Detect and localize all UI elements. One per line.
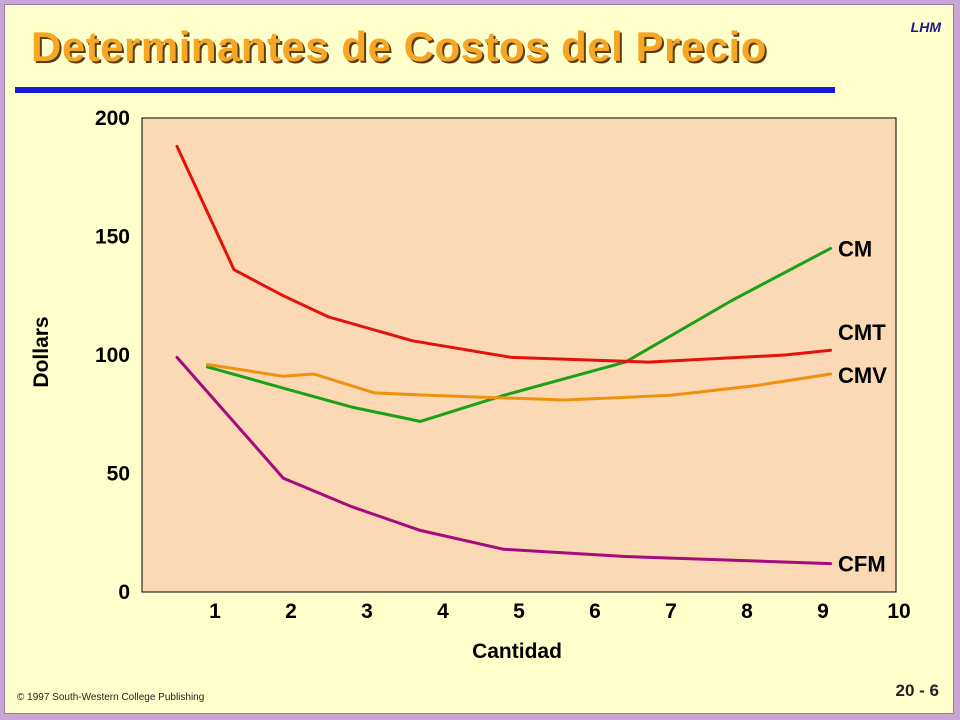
x-tick-label: 10 [887, 600, 910, 623]
series-label-cfm: CFM [838, 552, 886, 577]
title-underline [15, 87, 835, 93]
x-tick-label: 5 [513, 600, 525, 623]
copyright-text: © 1997 South-Western College Publishing [17, 692, 205, 703]
y-tick-label: 200 [95, 107, 130, 130]
x-tick-label: 1 [209, 600, 221, 623]
series-line-cm [205, 246, 833, 423]
author-tag: LHM [910, 19, 941, 35]
x-tick-label: 9 [817, 600, 829, 623]
y-tick-label: 0 [118, 581, 130, 604]
series-line-cmt [175, 144, 833, 364]
series-labels: CM CMT CMV CFM [838, 236, 887, 576]
x-tick-label: 4 [437, 600, 449, 623]
x-tick-label: 8 [741, 600, 753, 623]
series-label-cmv: CMV [838, 363, 887, 388]
y-tick-label: 50 [107, 463, 130, 486]
y-axis-title: Dollars [30, 316, 53, 387]
series-line-cfm [175, 355, 833, 566]
x-tick-label: 3 [361, 600, 373, 623]
page-number: 20 - 6 [895, 681, 939, 700]
series-group [175, 144, 833, 566]
x-tick-label: 2 [285, 600, 297, 623]
x-tick-label: 6 [589, 600, 601, 623]
series-line-cmv [205, 363, 833, 402]
x-axis-title: Cantidad [472, 640, 562, 663]
y-tick-label: 100 [95, 344, 130, 367]
x-tick-label: 7 [665, 600, 677, 623]
x-axis-ticks: 1 2 3 4 5 6 7 8 9 10 [209, 600, 911, 623]
y-axis-ticks: 0 50 100 150 200 [95, 107, 130, 604]
y-tick-label: 150 [95, 226, 130, 249]
series-label-cm: CM [838, 236, 872, 261]
series-label-cmt: CMT [838, 320, 886, 345]
page-title: Determinantes de Costos del Precio [31, 23, 767, 70]
